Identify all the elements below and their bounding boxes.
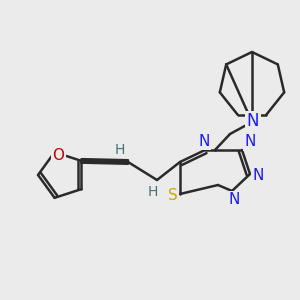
Text: N: N [244,134,256,149]
Text: N: N [228,193,240,208]
Text: N: N [252,169,264,184]
Text: S: S [168,188,178,202]
Text: H: H [115,143,125,157]
Text: N: N [247,112,259,130]
Text: O: O [52,148,64,163]
Text: H: H [148,185,158,199]
Text: N: N [198,134,210,148]
